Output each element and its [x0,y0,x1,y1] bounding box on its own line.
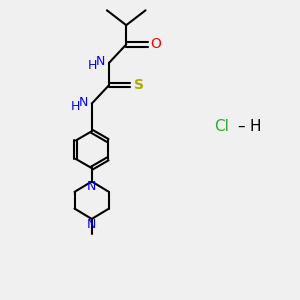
Text: H: H [71,100,80,112]
Text: N: N [96,55,105,68]
Text: Cl: Cl [214,119,229,134]
Text: N: N [87,180,96,194]
Text: H: H [250,119,261,134]
Text: H: H [88,59,97,72]
Text: –: – [237,119,244,134]
Text: N: N [79,96,88,109]
Text: O: O [151,38,161,52]
Text: N: N [87,218,96,231]
Text: S: S [134,78,144,92]
